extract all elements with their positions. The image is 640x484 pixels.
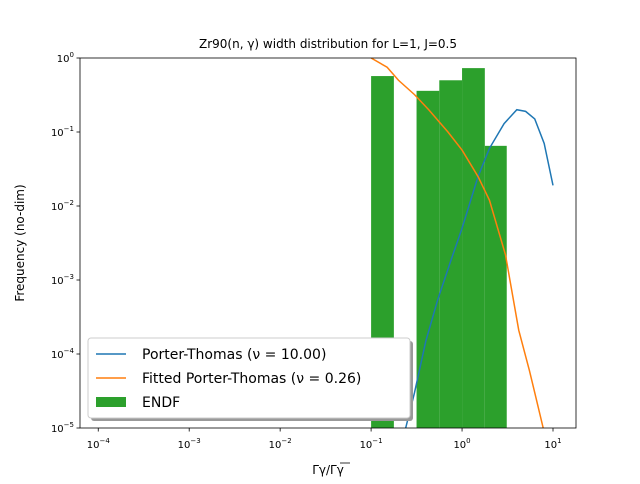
line	[370, 58, 544, 428]
tick-exponent: −2	[64, 199, 74, 207]
tick-base: 10	[51, 350, 64, 361]
legend-box	[87, 337, 411, 419]
x-axis-label: Γγ/Γγ	[312, 463, 344, 477]
histogram-bar	[416, 90, 440, 428]
tick-exponent: −3	[64, 273, 74, 281]
histogram-bar	[484, 145, 507, 428]
tick-base: 10	[544, 440, 557, 451]
tick-label: 100	[57, 51, 74, 65]
tick-base: 10	[51, 424, 64, 435]
tick-exponent: −4	[64, 347, 75, 355]
histogram-bar	[462, 68, 485, 428]
tick-label: 10−1	[360, 437, 383, 451]
tick-base: 10	[57, 54, 70, 65]
tick-exponent: 1	[557, 437, 561, 445]
tick-label: 101	[544, 437, 561, 451]
tick-exponent: −3	[190, 437, 200, 445]
tick-label: 10−3	[178, 437, 201, 451]
tick-label: 10−1	[51, 125, 74, 139]
tick-label: 10−4	[87, 437, 111, 451]
tick-label: 10−4	[51, 347, 75, 361]
tick-exponent: −1	[64, 125, 74, 133]
tick-base: 10	[269, 440, 282, 451]
tick-base: 10	[453, 440, 466, 451]
legend-label: Fitted Porter-Thomas (ν = 0.26)	[142, 371, 361, 387]
tick-exponent: 0	[466, 437, 470, 445]
tick-label: 10−2	[269, 437, 292, 451]
tick-exponent: −5	[64, 421, 74, 429]
legend-swatch	[96, 397, 126, 407]
tick-base: 10	[51, 276, 64, 287]
legend-label: Porter-Thomas (ν = 10.00)	[142, 347, 326, 363]
tick-base: 10	[87, 440, 100, 451]
tick-exponent: −4	[99, 437, 110, 445]
tick-exponent: −1	[372, 437, 382, 445]
tick-base: 10	[51, 128, 64, 139]
y-axis-label: Frequency (no-dim)	[13, 184, 27, 301]
tick-base: 10	[360, 440, 373, 451]
tick-exponent: 0	[70, 51, 74, 59]
legend: Porter-Thomas (ν = 10.00) Fitted Porter-T…	[87, 337, 413, 421]
tick-label: 10−5	[51, 421, 74, 435]
tick-base: 10	[178, 440, 191, 451]
tick-label: 10−2	[51, 199, 74, 213]
line	[404, 108, 554, 428]
tick-label: 10−3	[51, 273, 74, 287]
tick-label: 100	[453, 437, 470, 451]
legend-label: ENDF	[142, 395, 180, 411]
tick-base: 10	[51, 202, 64, 213]
axes-frame	[79, 57, 577, 429]
tick-exponent: −2	[281, 437, 291, 445]
chart-title: Zr90(n, γ) width distribution for L=1, J…	[199, 37, 457, 51]
histogram-bar	[439, 80, 463, 428]
